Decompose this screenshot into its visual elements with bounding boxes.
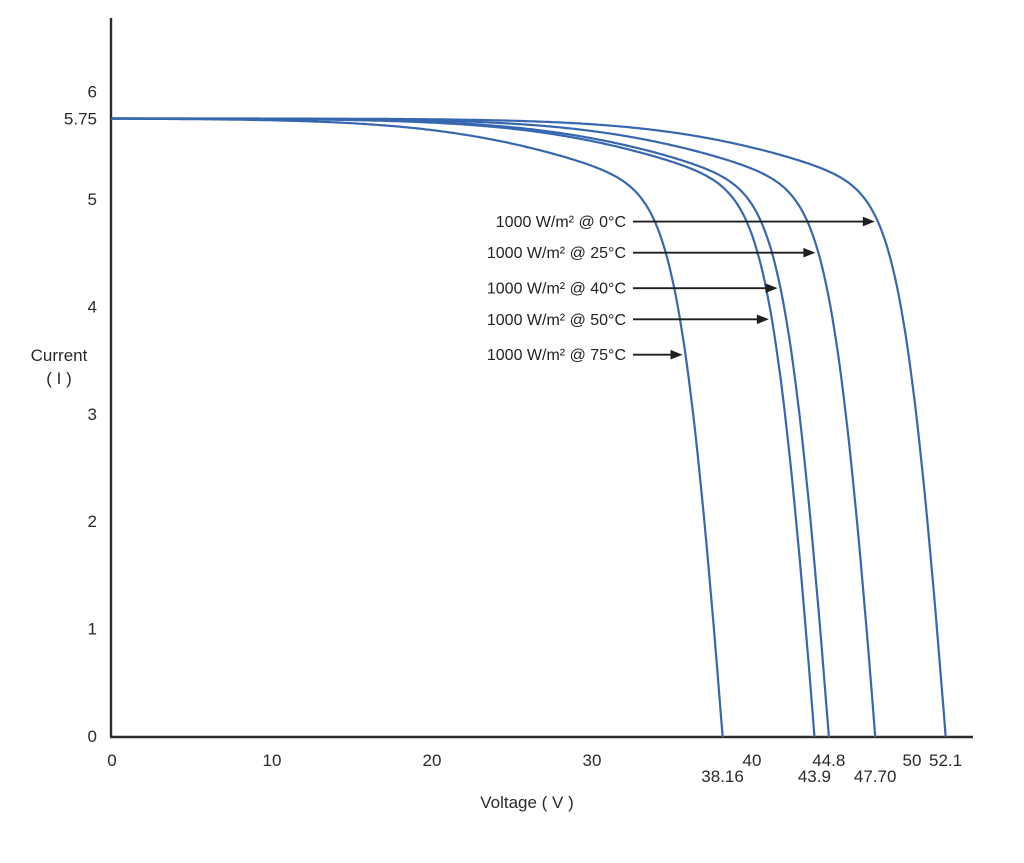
iv-curves (110, 117, 947, 738)
x-axis-title: Voltage ( V ) (480, 793, 574, 812)
annotation-arrowhead-icon (803, 247, 816, 258)
voc-tick-label: 47.70 (854, 767, 897, 786)
curve-annotation-label: 1000 W/m² @ 75°C (487, 347, 626, 364)
y-tick-label: 2 (88, 512, 97, 531)
y-tick-label: 6 (88, 83, 97, 102)
y-axis-title-line1: Current (31, 346, 88, 365)
axis-tick-labels: 0 1 2 3 4 5 6 5.75 0 10 20 30 40 50 52.1 47.70 44.843.9 3… (64, 83, 962, 786)
x-tick-label: 0 (107, 751, 116, 770)
x-tick-label: 10 (263, 751, 282, 770)
annotation-40c: 1000 W/m² @ 40°C (487, 281, 778, 298)
x-tick-label: 50 (903, 751, 922, 770)
x-tick-label: 30 (583, 751, 602, 770)
annotation-arrowhead-icon (765, 283, 778, 293)
y-tick-label: 4 (88, 297, 97, 316)
annotation-arrowhead-icon (862, 216, 875, 227)
x-tick-label: 40 (743, 751, 762, 770)
y-tick-label: 5 (88, 190, 97, 209)
isc-tick-label: 5.75 (64, 109, 97, 128)
curve-annotation-label: 1000 W/m² @ 0°C (496, 214, 626, 231)
curve-annotation-label: 1000 W/m² @ 40°C (487, 281, 626, 298)
annotation-50c: 1000 W/m² @ 50°C (487, 312, 769, 329)
curve-annotation-label: 1000 W/m² @ 25°C (487, 245, 626, 262)
curve-annotation-label: 1000 W/m² @ 50°C (487, 312, 626, 329)
iv-curve-25c (110, 117, 877, 738)
y-axis-title-line2: ( I ) (46, 369, 72, 388)
voc-tick-label: 43.9 (798, 767, 831, 786)
iv-curve-75c (110, 117, 724, 738)
x-tick-label: 20 (423, 751, 442, 770)
voc-tick-label: 38.16 (701, 767, 744, 786)
annotation-arrowhead-icon (756, 314, 769, 325)
annotation-0c: 1000 W/m² @ 0°C (496, 214, 875, 231)
annotation-25c: 1000 W/m² @ 25°C (487, 245, 816, 262)
y-tick-label: 3 (88, 405, 97, 424)
y-tick-label: 1 (88, 620, 97, 639)
annotation-75c: 1000 W/m² @ 75°C (487, 347, 683, 364)
annotation-arrowhead-icon (670, 349, 683, 360)
iv-curve-40c (110, 117, 830, 738)
voc-tick-label: 52.1 (929, 751, 962, 770)
curve-annotations: 1000 W/m² @ 0°C 1000 W/m² @ 25°C 1000 W/m²… (487, 214, 875, 364)
y-tick-label: 0 (88, 727, 97, 746)
iv-curve-50c (110, 117, 816, 738)
voc-tick-label: 44.8 (812, 751, 845, 770)
